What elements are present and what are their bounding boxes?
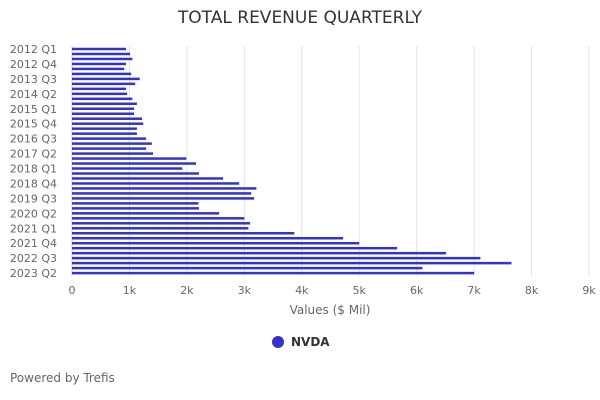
bar-2012-Q1[interactable] <box>72 47 126 51</box>
x-tick-label: 8k <box>525 284 539 297</box>
bar-2022-Q4[interactable] <box>72 261 512 265</box>
y-tick-label: 2017 Q2 <box>10 148 57 161</box>
bar-2017-Q1[interactable] <box>72 147 147 150</box>
bar-2018-Q3[interactable] <box>72 177 224 180</box>
bar-2023-Q1[interactable] <box>72 266 423 270</box>
x-tick-label: 4k <box>295 284 309 297</box>
y-tick-label: 2019 Q3 <box>10 192 57 205</box>
legend-marker <box>272 336 284 348</box>
bar-2015-Q1[interactable] <box>72 107 135 111</box>
bar-2014-Q1[interactable] <box>72 87 126 91</box>
y-tick-label: 2022 Q3 <box>10 252 57 265</box>
bar-2017-Q2[interactable] <box>72 152 153 155</box>
bar-2020-Q2[interactable] <box>72 212 220 215</box>
bar-2013-Q3[interactable] <box>72 77 140 81</box>
x-tick-label: 2k <box>180 284 194 297</box>
bar-2012-Q2[interactable] <box>72 52 131 56</box>
bar-2021-Q2[interactable] <box>72 232 295 235</box>
y-tick-label: 2015 Q1 <box>10 103 57 116</box>
bar-2013-Q4[interactable] <box>72 82 136 86</box>
bar-2014-Q2[interactable] <box>72 92 128 96</box>
bar-2022-Q3[interactable] <box>72 256 481 260</box>
y-tick-label: 2023 Q2 <box>10 267 57 280</box>
bar-2021-Q1[interactable] <box>72 227 249 230</box>
bar-2022-Q2[interactable] <box>72 251 446 255</box>
legend[interactable]: NVDA <box>272 335 330 349</box>
y-tick-label: 2018 Q4 <box>10 177 57 190</box>
y-tick-label: 2016 Q3 <box>10 133 57 146</box>
bar-2016-Q1[interactable] <box>72 127 137 130</box>
x-tick-label: 9k <box>582 284 596 297</box>
bar-2013-Q2[interactable] <box>72 72 132 76</box>
bar-2019-Q1[interactable] <box>72 187 257 190</box>
bar-2019-Q4[interactable] <box>72 202 199 205</box>
bar-2014-Q3[interactable] <box>72 97 133 101</box>
x-tick-label: 0 <box>69 284 76 297</box>
bar-2016-Q4[interactable] <box>72 142 152 145</box>
bar-2022-Q1[interactable] <box>72 246 398 250</box>
bar-2017-Q3[interactable] <box>72 157 187 160</box>
bar-2020-Q1[interactable] <box>72 207 199 210</box>
bar-2015-Q3[interactable] <box>72 117 143 120</box>
y-tick-label: 2021 Q1 <box>10 222 57 235</box>
bar-2015-Q4[interactable] <box>72 122 144 125</box>
x-tick-label: 3k <box>238 284 252 297</box>
y-tick-label: 2021 Q4 <box>10 237 57 250</box>
bar-2019-Q2[interactable] <box>72 192 252 195</box>
y-tick-label: 2020 Q2 <box>10 207 57 220</box>
bar-2017-Q4[interactable] <box>72 162 197 165</box>
x-tick-label: 6k <box>410 284 424 297</box>
bar-2020-Q4[interactable] <box>72 222 251 225</box>
bar-chart: 0 1k 2k 3k 4k 5k 6k 7k 8k 9k 2012 Q1 2012 Q4 2013 Q3… <box>10 43 596 317</box>
y-tick-label: 2012 Q4 <box>10 58 57 71</box>
bar-2012-Q4[interactable] <box>72 62 126 66</box>
x-axis-title: Values ($ Mil) <box>290 303 371 317</box>
powered-by: Powered by Trefis <box>10 371 115 385</box>
bar-2013-Q1[interactable] <box>72 67 125 71</box>
x-tick-label: 1k <box>123 284 137 297</box>
bar-2014-Q4[interactable] <box>72 102 137 106</box>
chart-title: TOTAL REVENUE QUARTERLY <box>177 8 423 28</box>
bar-2016-Q2[interactable] <box>72 132 137 135</box>
y-tick-label: 2013 Q3 <box>10 73 57 86</box>
bar-2021-Q3[interactable] <box>72 236 344 240</box>
bar-2023-Q2[interactable] <box>72 271 475 275</box>
bar-2018-Q4[interactable] <box>72 182 240 185</box>
legend-label: NVDA <box>291 335 330 349</box>
y-tick-label: 2018 Q1 <box>10 163 57 176</box>
y-tick-label: 2014 Q2 <box>10 88 57 101</box>
bar-2012-Q3[interactable] <box>72 57 133 61</box>
bar-2016-Q3[interactable] <box>72 137 147 140</box>
x-tick-label: 7k <box>467 284 481 297</box>
bar-2021-Q4[interactable] <box>72 241 360 245</box>
y-tick-label: 2015 Q4 <box>10 118 57 131</box>
bar-2018-Q1[interactable] <box>72 167 183 170</box>
bar-2018-Q2[interactable] <box>72 172 199 175</box>
bar-2015-Q2[interactable] <box>72 112 135 115</box>
bar-2019-Q3[interactable] <box>72 197 255 200</box>
x-tick-label: 5k <box>353 284 367 297</box>
bar-2020-Q3[interactable] <box>72 217 245 220</box>
y-tick-label: 2012 Q1 <box>10 43 57 56</box>
